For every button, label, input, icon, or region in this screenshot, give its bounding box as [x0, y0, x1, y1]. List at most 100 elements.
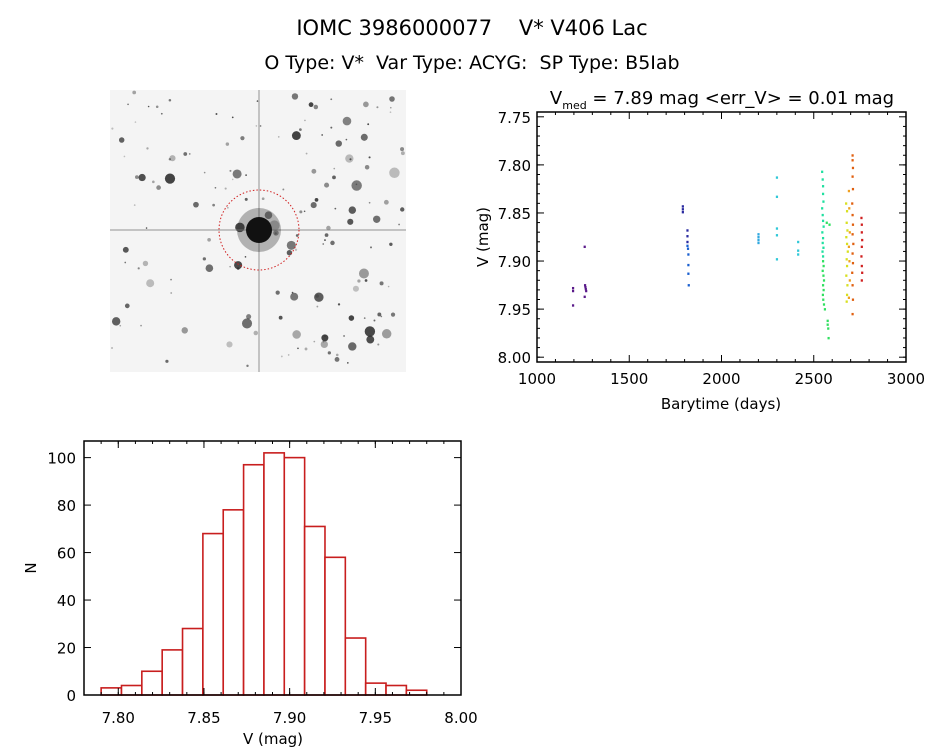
- histogram-bar: [141, 670, 163, 696]
- histogram-bar: [202, 532, 225, 696]
- light-curve-ylabel: V (mag): [474, 207, 492, 267]
- field-star: [297, 347, 299, 350]
- data-point: [847, 189, 851, 193]
- field-star: [327, 351, 331, 355]
- data-point: [822, 274, 825, 277]
- data-point: [821, 260, 825, 263]
- data-point: [821, 250, 824, 253]
- field-star: [315, 294, 319, 298]
- x-tick-label: 3000: [887, 370, 925, 388]
- data-point: [851, 298, 855, 301]
- field-star: [261, 197, 265, 201]
- histogram-bar: [364, 682, 387, 696]
- field-star: [337, 303, 341, 306]
- data-point: [848, 260, 851, 263]
- data-point: [845, 293, 849, 297]
- data-point: [822, 288, 825, 292]
- data-point: [851, 213, 854, 217]
- field-star: [246, 314, 252, 320]
- data-point: [822, 279, 826, 282]
- field-star: [377, 343, 380, 346]
- field-star: [259, 125, 262, 127]
- field-star: [389, 106, 392, 109]
- field-star: [291, 93, 299, 100]
- field-star: [202, 257, 207, 261]
- field-star: [280, 355, 283, 358]
- histogram-bar: [161, 649, 184, 696]
- field-star: [373, 215, 381, 223]
- field-star: [295, 234, 299, 237]
- data-point: [584, 287, 587, 291]
- field-star: [146, 147, 149, 150]
- data-point: [848, 231, 851, 234]
- histogram-bar: [324, 556, 347, 696]
- data-point: [821, 185, 825, 188]
- data-point: [851, 233, 854, 236]
- field-star: [345, 154, 354, 163]
- field-star: [314, 292, 324, 302]
- data-point: [845, 300, 848, 303]
- field-star: [170, 278, 172, 281]
- field-star: [160, 112, 163, 115]
- field-star: [348, 342, 357, 351]
- field-star: [304, 119, 306, 122]
- data-point: [775, 176, 779, 179]
- field-star: [364, 326, 376, 337]
- data-point: [851, 175, 854, 178]
- field-star: [299, 210, 303, 214]
- data-point: [846, 250, 849, 253]
- field-star: [370, 246, 372, 249]
- field-star: [377, 312, 382, 317]
- data-point: [821, 269, 824, 273]
- data-point: [571, 304, 575, 307]
- field-star: [343, 335, 345, 337]
- field-star: [351, 180, 362, 191]
- field-star: [333, 167, 336, 170]
- y-tick-label: 7.90: [498, 253, 531, 271]
- field-star: [379, 281, 384, 286]
- field-star: [137, 267, 140, 270]
- field-star: [229, 169, 232, 172]
- data-point: [583, 245, 586, 249]
- field-star: [368, 201, 371, 204]
- histogram-bar: [303, 525, 326, 696]
- field-star: [240, 136, 245, 141]
- field-star: [135, 175, 139, 179]
- field-star: [348, 315, 355, 321]
- data-point: [757, 238, 760, 242]
- field-star: [152, 180, 155, 184]
- field-star: [183, 152, 188, 156]
- data-point: [845, 264, 849, 268]
- histogram-bar: [344, 637, 367, 696]
- field-star: [231, 116, 234, 119]
- data-point: [686, 235, 689, 238]
- field-star: [124, 303, 130, 309]
- field-star: [124, 261, 127, 264]
- field-star: [366, 335, 375, 344]
- page-title: IOMC 3986000077 V* V406 Lac: [296, 16, 648, 40]
- field-star: [322, 243, 325, 245]
- field-star: [332, 175, 336, 180]
- field-star: [118, 137, 125, 143]
- data-point: [822, 200, 825, 203]
- data-point: [828, 223, 831, 226]
- y-tick-label: 8.00: [498, 349, 531, 367]
- data-point: [686, 244, 689, 248]
- field-star: [287, 354, 290, 356]
- data-point: [686, 240, 689, 244]
- field-star: [146, 279, 155, 288]
- data-point: [845, 242, 849, 246]
- field-star: [335, 353, 339, 357]
- data-point: [571, 289, 575, 293]
- field-star: [156, 185, 161, 190]
- data-point: [821, 192, 825, 196]
- field-star: [357, 279, 361, 283]
- field-star: [275, 290, 280, 295]
- field-star: [321, 334, 329, 342]
- field-star: [376, 106, 379, 109]
- field-star: [334, 357, 340, 362]
- field-star: [122, 246, 129, 253]
- data-point: [851, 187, 855, 191]
- data-point: [860, 231, 863, 234]
